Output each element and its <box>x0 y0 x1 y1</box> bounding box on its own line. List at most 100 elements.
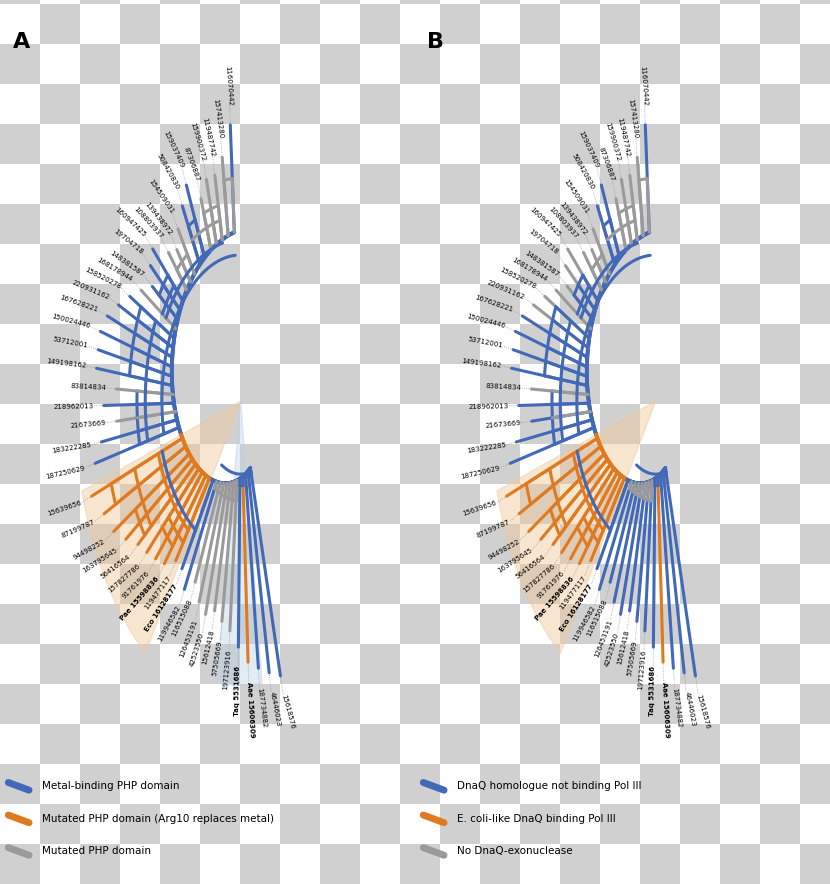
Bar <box>480 724 520 764</box>
Bar <box>320 724 360 764</box>
Text: 168178944: 168178944 <box>511 257 549 283</box>
Text: 46446023: 46446023 <box>683 691 696 728</box>
Text: 218962013: 218962013 <box>468 403 509 409</box>
Bar <box>200 204 240 244</box>
Bar <box>680 0 720 4</box>
Bar <box>760 404 800 444</box>
Text: 56416564: 56416564 <box>515 553 546 580</box>
Bar <box>440 364 480 404</box>
Bar <box>760 44 800 84</box>
Bar <box>560 484 600 524</box>
Bar <box>760 524 800 564</box>
Bar <box>280 284 320 324</box>
Bar <box>680 204 720 244</box>
Bar <box>360 604 400 644</box>
Bar <box>40 684 80 724</box>
Text: 508420830: 508420830 <box>570 153 595 191</box>
Bar <box>640 244 680 284</box>
Bar <box>360 564 400 604</box>
Bar <box>360 84 400 124</box>
Bar <box>520 4 560 44</box>
Bar <box>400 204 440 244</box>
Bar <box>360 724 400 764</box>
Text: 15618576: 15618576 <box>696 694 710 730</box>
Text: 148381587: 148381587 <box>109 250 145 278</box>
Bar <box>160 364 200 404</box>
Bar <box>200 244 240 284</box>
Bar <box>760 564 800 604</box>
Bar <box>680 4 720 44</box>
Bar <box>80 564 120 604</box>
Bar <box>480 484 520 524</box>
Bar <box>240 164 280 204</box>
Bar <box>200 444 240 484</box>
Bar <box>360 244 400 284</box>
Text: 87306887: 87306887 <box>183 146 200 182</box>
Bar <box>600 84 640 124</box>
Bar <box>560 244 600 284</box>
Text: 157827786: 157827786 <box>521 563 556 594</box>
Bar <box>440 764 480 804</box>
Bar <box>680 844 720 884</box>
Bar <box>440 844 480 884</box>
Bar <box>160 324 200 364</box>
Bar <box>800 724 830 764</box>
Bar <box>760 284 800 324</box>
Text: 149198162: 149198162 <box>46 358 86 369</box>
Bar <box>320 124 360 164</box>
Bar <box>520 84 560 124</box>
Bar <box>80 804 120 844</box>
Bar <box>160 684 200 724</box>
Bar <box>40 444 80 484</box>
Text: 15612418: 15612418 <box>202 629 215 665</box>
Bar <box>640 324 680 364</box>
Bar <box>40 764 80 804</box>
Bar <box>640 404 680 444</box>
Bar <box>320 164 360 204</box>
Bar <box>680 604 720 644</box>
Bar <box>120 604 160 644</box>
Bar <box>120 524 160 564</box>
Bar <box>600 284 640 324</box>
Bar <box>80 724 120 764</box>
Bar <box>120 124 160 164</box>
Text: 46446023: 46446023 <box>268 691 281 728</box>
Bar <box>120 484 160 524</box>
Text: 139438972: 139438972 <box>144 201 173 236</box>
Bar <box>480 164 520 204</box>
Bar <box>160 524 200 564</box>
Bar <box>480 764 520 804</box>
Bar <box>560 804 600 844</box>
Text: 183222285: 183222285 <box>466 442 506 454</box>
Bar <box>800 644 830 684</box>
Bar <box>40 244 80 284</box>
Text: 87199787: 87199787 <box>61 519 96 539</box>
Bar <box>520 804 560 844</box>
Bar <box>120 244 160 284</box>
Bar <box>600 844 640 884</box>
Bar <box>160 724 200 764</box>
Bar <box>440 124 480 164</box>
Bar <box>280 164 320 204</box>
Bar <box>600 804 640 844</box>
Bar <box>320 284 360 324</box>
Bar <box>0 84 40 124</box>
Text: 57505669: 57505669 <box>627 640 638 676</box>
Bar <box>400 284 440 324</box>
Bar <box>280 484 320 524</box>
Bar <box>680 164 720 204</box>
Bar <box>480 524 520 564</box>
Text: 108803937: 108803937 <box>547 206 579 240</box>
Bar <box>560 4 600 44</box>
Bar <box>800 244 830 284</box>
Bar <box>160 844 200 884</box>
Bar <box>600 484 640 524</box>
Bar <box>640 764 680 804</box>
Bar <box>200 524 240 564</box>
Bar <box>760 484 800 524</box>
Bar <box>240 604 280 644</box>
Bar <box>200 804 240 844</box>
Text: 53712001: 53712001 <box>52 336 89 349</box>
Bar <box>720 484 760 524</box>
Bar <box>680 484 720 524</box>
